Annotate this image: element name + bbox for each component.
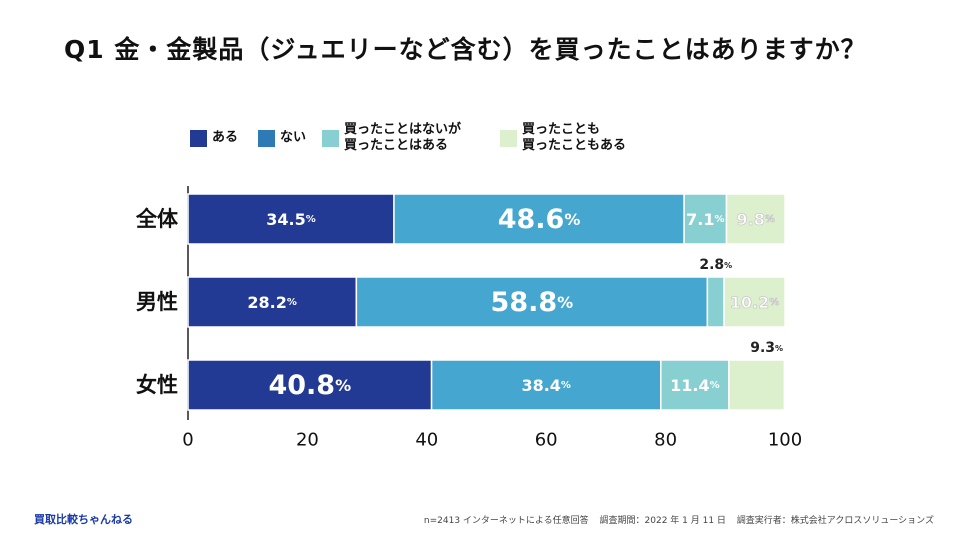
- bar-1-2: [706, 276, 725, 328]
- bar-1-3: [723, 276, 786, 328]
- category-label-1: 男性: [136, 290, 178, 314]
- bar-1-0: [187, 276, 358, 328]
- survey-executor: 調査実行者：株式会社アクロスソリューションズ: [736, 516, 934, 526]
- x-tick-label-2: 40: [415, 430, 438, 451]
- data-label-0-0: 34.5%: [266, 210, 316, 229]
- chart-title: Q1 金・金製品（ジュエリーなど含む）を買ったことはありますか？: [64, 35, 867, 64]
- legend-swatch-bought-not-but: [322, 130, 339, 147]
- bar-0-2: [683, 193, 728, 245]
- category-label-0: 全体: [135, 207, 179, 231]
- data-label-1-1: 58.8%: [491, 287, 574, 318]
- bar-0-0: [187, 193, 395, 245]
- data-label-2-0: 40.8%: [268, 370, 351, 401]
- bar-2-2: [660, 359, 730, 411]
- bar-0-3: [725, 193, 786, 245]
- x-tick-label-4: 80: [654, 430, 677, 451]
- legend-item-aru: ある: [190, 130, 238, 147]
- bar-2-1: [430, 359, 662, 411]
- survey-info: n=2413 インターネットによる任意回答 調査期間：2022 年 1 月 11…: [416, 513, 934, 526]
- bar-1-1: [355, 276, 709, 328]
- survey-period: 調査期間：2022 年 1 月 11 日: [599, 516, 726, 526]
- legend-swatch-nai: [258, 130, 275, 147]
- data-label-2-3: 9.3%: [750, 340, 783, 356]
- legend-label-bought-not-but-line1: 買ったことはないが: [344, 122, 462, 137]
- bar-2-0: [187, 359, 433, 411]
- data-label-2-2: 11.4%: [670, 376, 720, 395]
- legend-item-bought-also: 買ったことも 買ったこともある: [500, 122, 626, 154]
- legend-label-bought-also-line2: 買ったこともある: [522, 138, 627, 153]
- x-tick-label-3: 60: [535, 430, 558, 451]
- x-tick-label-0: 0: [182, 430, 193, 451]
- x-tick-label-5: 100: [768, 430, 802, 451]
- x-tick-label-1: 20: [296, 430, 319, 451]
- data-label-0-1: 48.6%: [498, 204, 581, 235]
- legend-item-nai: ない: [258, 130, 306, 147]
- data-label-1-3: 10.2%: [730, 293, 780, 312]
- legend-swatch-bought-also: [500, 130, 517, 147]
- data-label-2-1: 38.4%: [521, 376, 571, 395]
- brand-name: 買取比較ちゃんねる: [34, 513, 133, 526]
- bar-2-3: [728, 359, 786, 411]
- data-label-1-0: 28.2%: [247, 293, 297, 312]
- data-label-1-2: 2.8%: [699, 257, 732, 273]
- legend-label-bought-also-line1: 買ったことも: [522, 122, 601, 137]
- legend-label-aru: ある: [212, 130, 239, 145]
- legend-label-bought-not-but-line2: 買ったことはある: [344, 138, 449, 153]
- data-label-0-3: 9.8%: [737, 210, 775, 229]
- legend-item-bought-not-but: 買ったことはないが 買ったことはある: [322, 122, 461, 154]
- survey-sample: n=2413 インターネットによる任意回答: [423, 516, 589, 526]
- legend-swatch-aru: [190, 130, 207, 147]
- category-label-2: 女性: [136, 373, 178, 397]
- legend-label-nai: ない: [280, 130, 307, 145]
- data-label-0-2: 7.1%: [686, 210, 724, 229]
